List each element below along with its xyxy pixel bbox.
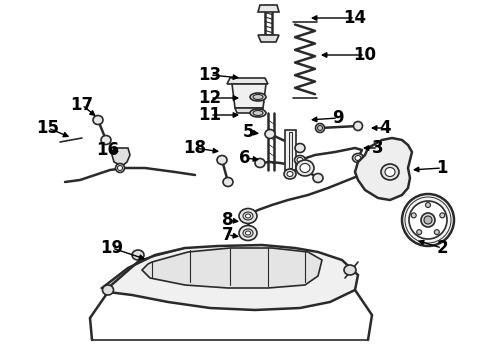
Ellipse shape (265, 130, 275, 139)
Ellipse shape (132, 250, 144, 260)
Polygon shape (112, 148, 130, 166)
Polygon shape (289, 132, 292, 168)
Ellipse shape (296, 160, 314, 176)
Ellipse shape (353, 122, 363, 131)
Ellipse shape (243, 212, 253, 220)
Ellipse shape (255, 158, 265, 167)
Text: 4: 4 (379, 119, 391, 137)
Ellipse shape (402, 194, 454, 246)
Ellipse shape (93, 116, 103, 125)
Text: 15: 15 (36, 119, 59, 137)
Polygon shape (235, 108, 263, 113)
Ellipse shape (440, 213, 445, 218)
Text: 19: 19 (100, 239, 123, 257)
Text: 8: 8 (222, 211, 234, 229)
Text: 3: 3 (372, 139, 384, 157)
Ellipse shape (253, 111, 263, 116)
Ellipse shape (381, 164, 399, 180)
Polygon shape (258, 5, 279, 12)
Ellipse shape (245, 214, 250, 218)
Text: 1: 1 (436, 159, 448, 177)
Ellipse shape (223, 177, 233, 186)
Text: 17: 17 (71, 96, 94, 114)
Ellipse shape (287, 171, 293, 176)
Ellipse shape (313, 174, 323, 183)
Text: 12: 12 (198, 89, 221, 107)
Ellipse shape (355, 156, 361, 161)
Text: 10: 10 (353, 46, 376, 64)
Ellipse shape (102, 285, 114, 295)
Ellipse shape (239, 208, 257, 224)
Ellipse shape (295, 144, 305, 153)
Ellipse shape (424, 216, 432, 224)
Text: 11: 11 (198, 106, 221, 124)
Ellipse shape (253, 95, 263, 99)
Ellipse shape (434, 230, 440, 235)
Ellipse shape (243, 229, 253, 237)
Ellipse shape (294, 156, 305, 165)
Ellipse shape (385, 167, 395, 176)
Ellipse shape (318, 126, 322, 131)
Ellipse shape (101, 135, 111, 144)
Ellipse shape (344, 265, 356, 275)
Ellipse shape (217, 156, 227, 165)
Ellipse shape (421, 213, 435, 227)
Ellipse shape (239, 225, 257, 240)
Ellipse shape (411, 213, 416, 218)
Ellipse shape (297, 158, 303, 162)
Text: 13: 13 (198, 66, 221, 84)
Text: 2: 2 (436, 239, 448, 257)
Text: 16: 16 (97, 141, 120, 159)
Text: 18: 18 (183, 139, 206, 157)
Ellipse shape (416, 230, 422, 235)
Ellipse shape (425, 202, 431, 207)
Ellipse shape (116, 163, 124, 172)
Polygon shape (102, 245, 358, 310)
Polygon shape (227, 78, 268, 84)
Ellipse shape (409, 201, 447, 239)
Polygon shape (355, 138, 412, 200)
Text: 6: 6 (239, 149, 251, 167)
Ellipse shape (245, 231, 250, 235)
Ellipse shape (284, 169, 296, 179)
Ellipse shape (250, 109, 266, 117)
Polygon shape (142, 248, 322, 288)
Ellipse shape (118, 166, 122, 171)
Text: 7: 7 (222, 226, 234, 244)
Polygon shape (232, 84, 266, 108)
Text: 14: 14 (343, 9, 367, 27)
Text: 5: 5 (242, 123, 254, 141)
Ellipse shape (352, 153, 364, 162)
Ellipse shape (300, 163, 310, 172)
Ellipse shape (316, 123, 324, 132)
Text: 9: 9 (332, 109, 344, 127)
Ellipse shape (250, 93, 266, 101)
Polygon shape (285, 130, 296, 170)
Polygon shape (258, 35, 279, 42)
